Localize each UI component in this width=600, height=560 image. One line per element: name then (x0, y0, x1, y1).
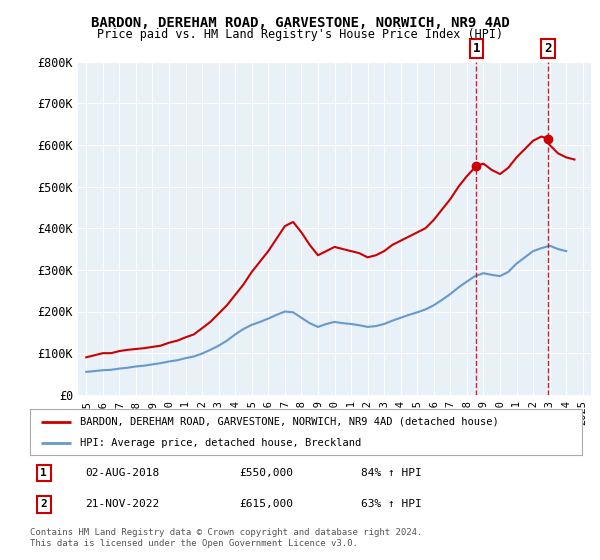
Text: 02-AUG-2018: 02-AUG-2018 (85, 468, 160, 478)
Text: Price paid vs. HM Land Registry's House Price Index (HPI): Price paid vs. HM Land Registry's House … (97, 28, 503, 41)
Text: 2: 2 (40, 500, 47, 510)
Text: HPI: Average price, detached house, Breckland: HPI: Average price, detached house, Brec… (80, 438, 361, 448)
Text: 1: 1 (40, 468, 47, 478)
Text: This data is licensed under the Open Government Licence v3.0.: This data is licensed under the Open Gov… (30, 539, 358, 548)
Text: £550,000: £550,000 (240, 468, 294, 478)
Text: 21-NOV-2022: 21-NOV-2022 (85, 500, 160, 510)
Text: BARDON, DEREHAM ROAD, GARVESTONE, NORWICH, NR9 4AD: BARDON, DEREHAM ROAD, GARVESTONE, NORWIC… (91, 16, 509, 30)
Text: 2: 2 (544, 42, 551, 55)
Text: 63% ↑ HPI: 63% ↑ HPI (361, 500, 422, 510)
Text: £615,000: £615,000 (240, 500, 294, 510)
Text: 1: 1 (473, 42, 480, 55)
Text: BARDON, DEREHAM ROAD, GARVESTONE, NORWICH, NR9 4AD (detached house): BARDON, DEREHAM ROAD, GARVESTONE, NORWIC… (80, 417, 499, 427)
Text: 84% ↑ HPI: 84% ↑ HPI (361, 468, 422, 478)
Text: Contains HM Land Registry data © Crown copyright and database right 2024.: Contains HM Land Registry data © Crown c… (30, 528, 422, 536)
